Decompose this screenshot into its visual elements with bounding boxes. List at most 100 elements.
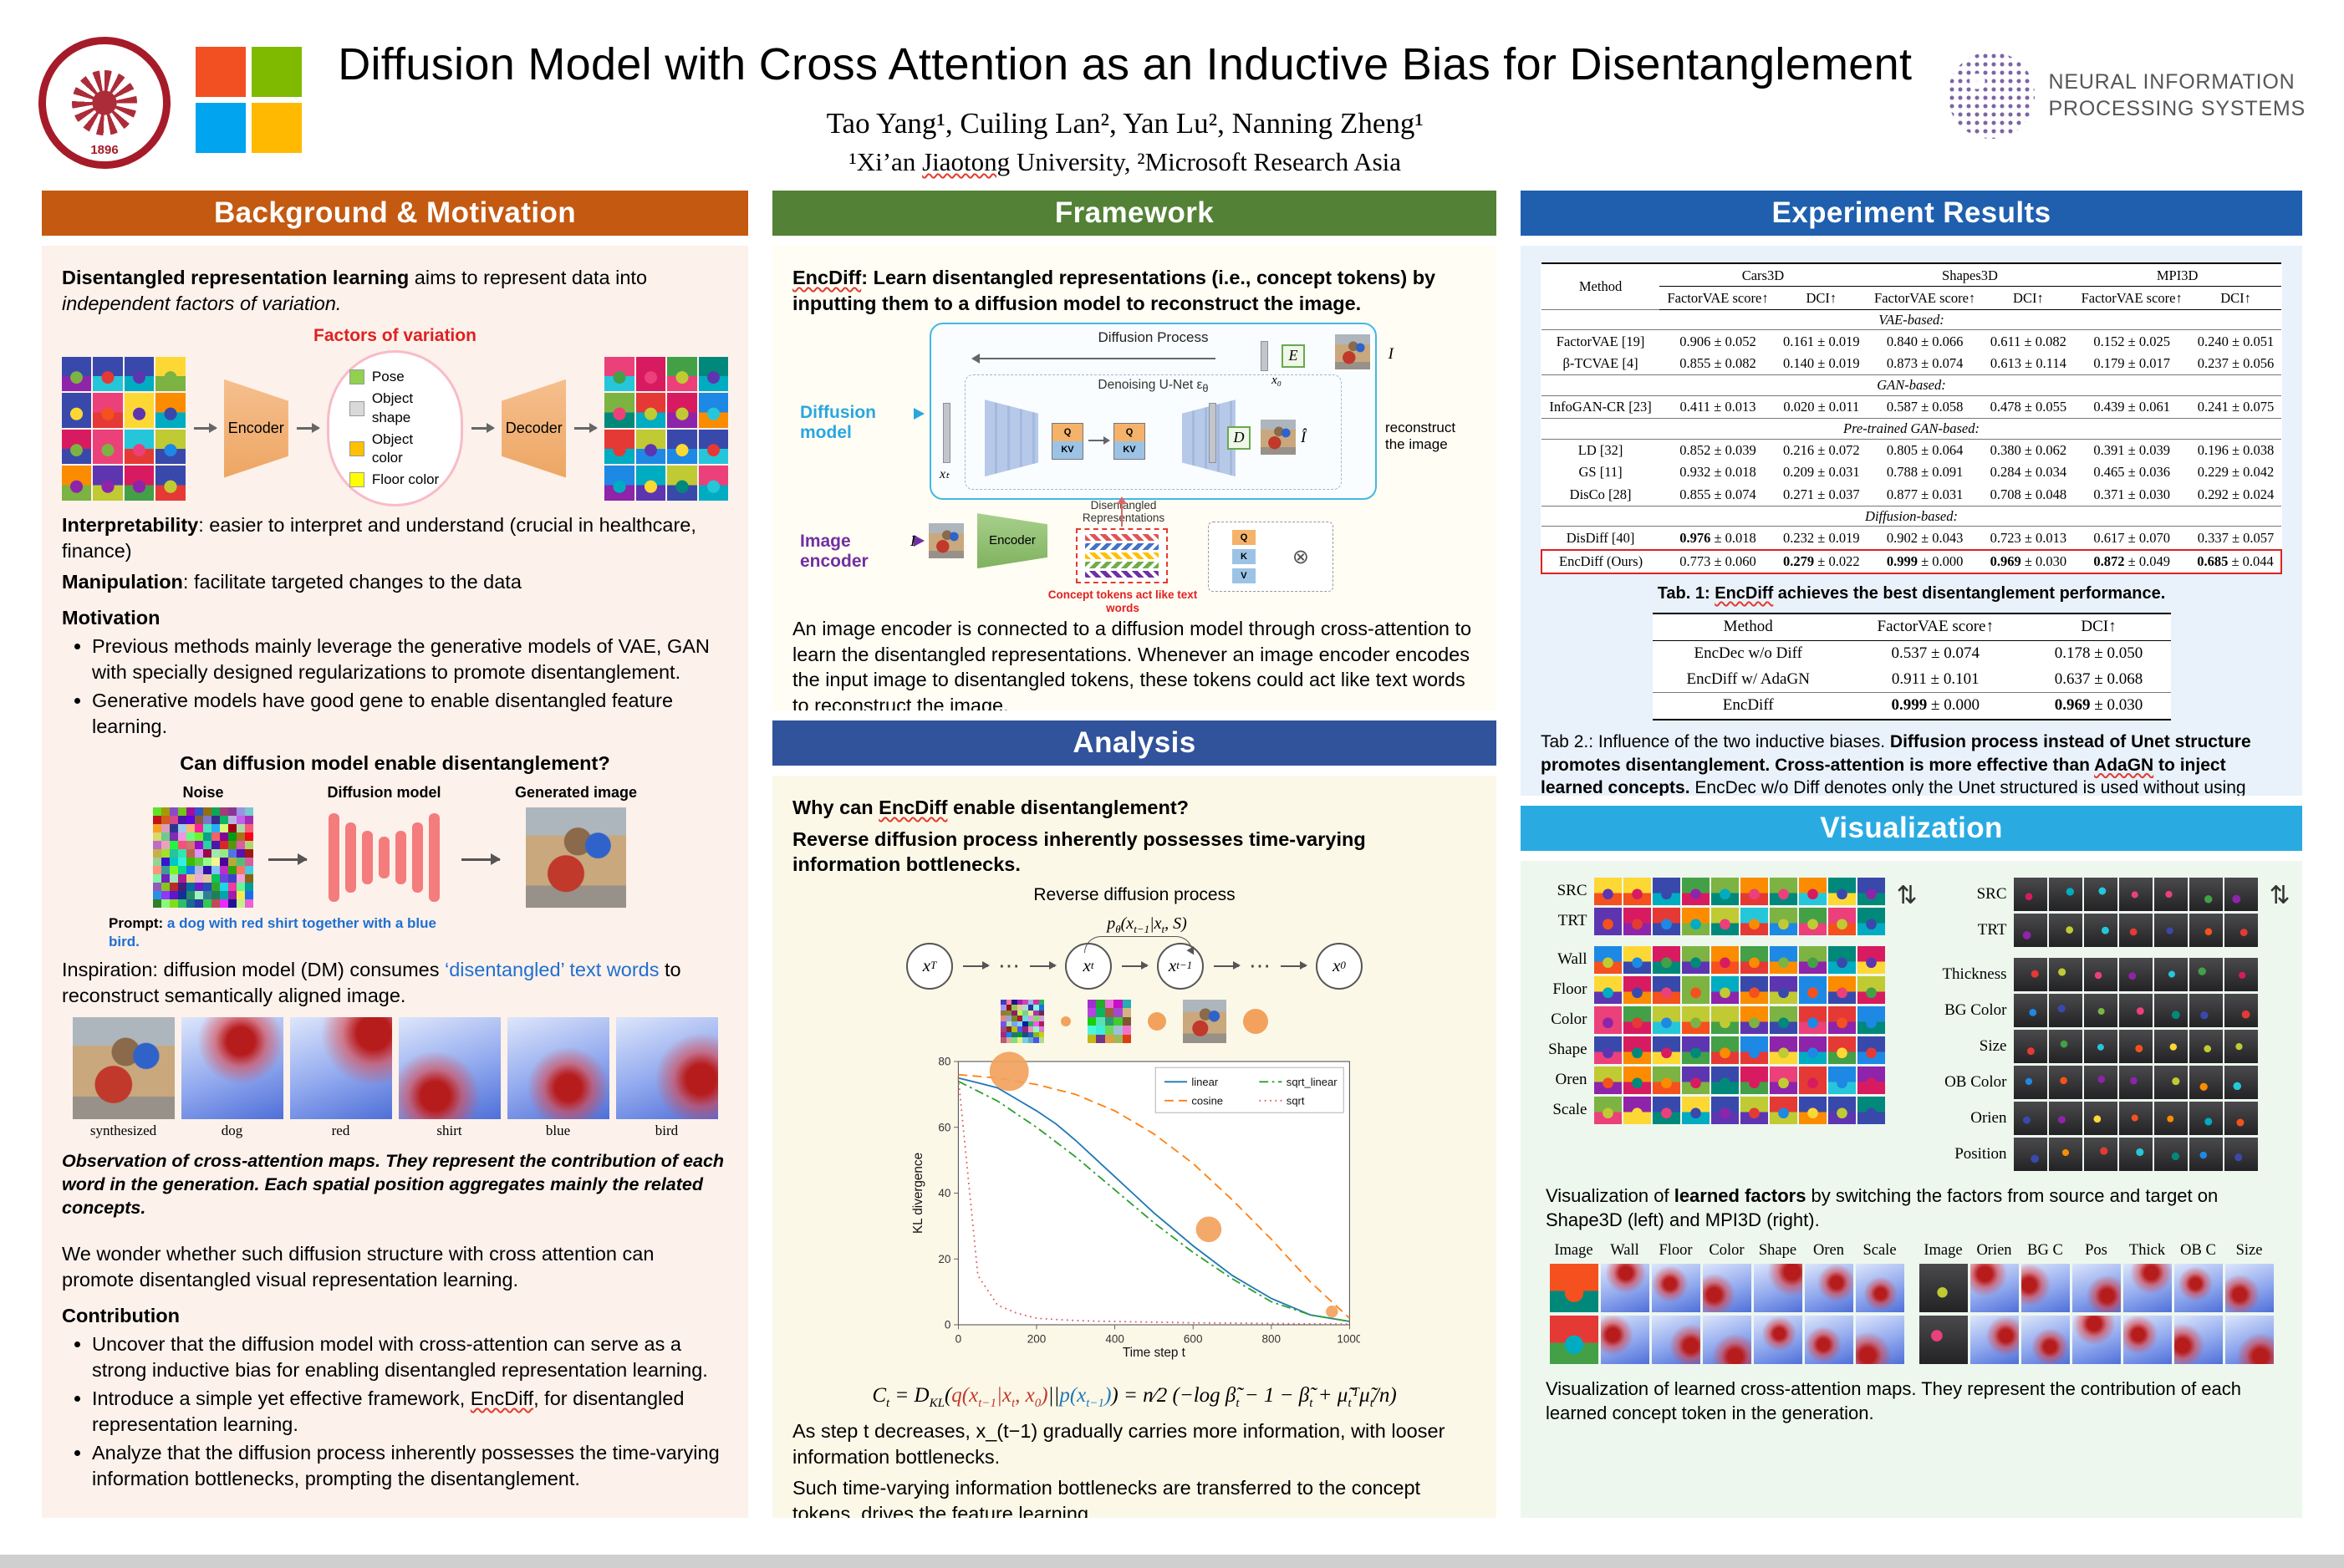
attention-heatmap-cell bbox=[2020, 1316, 2070, 1365]
value-cell: 0.279 ± 0.022 bbox=[1776, 548, 1867, 575]
curved-arrow-icon bbox=[1084, 935, 1193, 953]
image-cell bbox=[1857, 1006, 1885, 1034]
image-cell bbox=[1827, 1067, 1856, 1094]
image-cell bbox=[244, 816, 253, 825]
attention-column-label: Size bbox=[2235, 1242, 2263, 1260]
image-cell bbox=[1652, 1067, 1680, 1094]
image-cell bbox=[1011, 1021, 1017, 1027]
analysis-question2: Reverse diffusion process inherently pos… bbox=[792, 827, 1366, 876]
image-cell bbox=[1857, 976, 1885, 1004]
viz-caption-2: Visualization of learned cross-attention… bbox=[1546, 1378, 2242, 1423]
image-encoder-trapezoid: Encoder bbox=[977, 513, 1047, 569]
image-cell bbox=[1549, 1316, 1598, 1365]
svg-text:20: 20 bbox=[938, 1253, 950, 1265]
section-header-visualization: Visualization bbox=[1521, 806, 2302, 851]
image-cell bbox=[1740, 1097, 1768, 1124]
attention-column-label: Shape bbox=[1758, 1242, 1797, 1260]
image-cell bbox=[2013, 958, 2047, 991]
value-cell: 0.237 ± 0.056 bbox=[2197, 355, 2275, 372]
encoder-label: Encoder bbox=[989, 533, 1036, 548]
image-cell bbox=[1033, 1026, 1039, 1032]
image-cell bbox=[2013, 1066, 2047, 1099]
image-cell bbox=[1038, 1016, 1044, 1021]
value-cell: 0.773 ± 0.060 bbox=[1659, 548, 1776, 575]
attention-inset: Q K V ⊗ bbox=[1208, 522, 1333, 593]
diffusion-question: Can diffusion model enable disentangleme… bbox=[180, 752, 610, 775]
column-results-visualization: Experiment Results Method Cars3D Shapes3D M… bbox=[1521, 191, 2302, 1518]
image-cell bbox=[177, 899, 186, 909]
attention-heatmap-cell bbox=[1600, 1264, 1649, 1313]
factor-swatch bbox=[349, 400, 364, 416]
image-cell bbox=[667, 393, 697, 428]
attention-item: bird bbox=[615, 1016, 718, 1140]
image-cell bbox=[2153, 878, 2188, 911]
decoder-trapezoid: Decoder bbox=[502, 379, 567, 478]
noise-image bbox=[152, 807, 253, 909]
cross-attention-block: Q KV bbox=[1052, 423, 1083, 461]
microsoft-square-blue-icon bbox=[196, 103, 246, 153]
bullet-item: Generative models have good gene to enab… bbox=[92, 688, 728, 739]
image-cell bbox=[211, 883, 220, 892]
viz-row-label: Scale bbox=[1552, 1101, 1587, 1119]
value-cell: 0.587 ± 0.058 bbox=[1886, 399, 1964, 415]
image-cell bbox=[1827, 976, 1856, 1004]
image-cell bbox=[1753, 1264, 1802, 1313]
manipulation-line: Manipulation: facilitate targeted change… bbox=[62, 571, 522, 593]
image-cell bbox=[1088, 999, 1097, 1009]
image-cell bbox=[194, 891, 203, 900]
method-name-cell: EncDiff bbox=[1652, 692, 1844, 720]
image-cell bbox=[1827, 946, 1856, 974]
image-cell bbox=[161, 816, 170, 825]
image-cell bbox=[1022, 1016, 1028, 1021]
attention-heatmap-cell bbox=[2071, 1264, 2121, 1313]
image-cell bbox=[61, 429, 92, 465]
image-cell bbox=[219, 858, 228, 867]
viz-row-label: Orien bbox=[1970, 1108, 2007, 1127]
x0-label: x₀ bbox=[1271, 374, 1282, 388]
viz-row: Floor bbox=[1539, 976, 1885, 1004]
image-cell bbox=[2153, 1138, 2188, 1171]
image-cell bbox=[635, 393, 666, 428]
factor-legend: Pose Object shape Object color Floor color bbox=[349, 368, 441, 489]
image-cell bbox=[161, 891, 170, 900]
image-cell bbox=[186, 858, 195, 867]
generated-image-placeholder bbox=[526, 807, 626, 909]
viz-row: SRC bbox=[1539, 878, 1885, 905]
image-cell bbox=[177, 891, 186, 900]
image-cell bbox=[2118, 1138, 2153, 1171]
image-cell bbox=[202, 807, 211, 817]
image-cell bbox=[2013, 1138, 2047, 1171]
diffusion-model-box: Diffusion Process x₀ E I Denoising U-Net… bbox=[930, 323, 1394, 501]
analysis-body2: Such time-varying information bottleneck… bbox=[792, 1477, 1421, 1518]
attention-heatmap-cell bbox=[2173, 1316, 2223, 1365]
image-cell bbox=[181, 1016, 283, 1119]
image-cell bbox=[219, 807, 228, 817]
image-cell bbox=[227, 883, 237, 892]
image-cell bbox=[1710, 1097, 1739, 1124]
attention-column-label: OB C bbox=[2180, 1242, 2216, 1260]
section-header-results: Experiment Results bbox=[1521, 191, 2302, 236]
image-cell bbox=[1122, 1016, 1131, 1026]
image-cell bbox=[2189, 994, 2223, 1027]
image-cell bbox=[1017, 1037, 1022, 1043]
value-cell: 0.271 ± 0.037 bbox=[1783, 486, 1860, 502]
attention-heatmap bbox=[181, 1016, 283, 1119]
viz-row-label: Thickness bbox=[1942, 965, 2007, 983]
table-group-header: Shapes3D bbox=[1866, 263, 2074, 288]
image-cell bbox=[1011, 1031, 1017, 1038]
section-header-background: Background & Motivation bbox=[42, 191, 748, 236]
framework-diagram: Diffusion model Diffusion Process x₀ E I… bbox=[800, 323, 1469, 614]
image-cell bbox=[1798, 908, 1827, 935]
image-cell bbox=[1702, 1264, 1751, 1313]
value-cell: 0.708 ± 0.048 bbox=[1990, 486, 2067, 502]
image-cell bbox=[604, 466, 634, 501]
attention-column-label: Color bbox=[1709, 1242, 1745, 1260]
image-cell bbox=[2153, 914, 2188, 947]
image-cell bbox=[1593, 908, 1622, 935]
svg-text:cosine: cosine bbox=[1191, 1094, 1223, 1107]
image-cell bbox=[1006, 1026, 1011, 1032]
arrow-icon bbox=[1122, 960, 1149, 970]
viz-image-strip bbox=[1593, 1036, 1885, 1064]
analysis-question1: Why can EncDiff enable disentanglement? bbox=[792, 797, 1190, 818]
